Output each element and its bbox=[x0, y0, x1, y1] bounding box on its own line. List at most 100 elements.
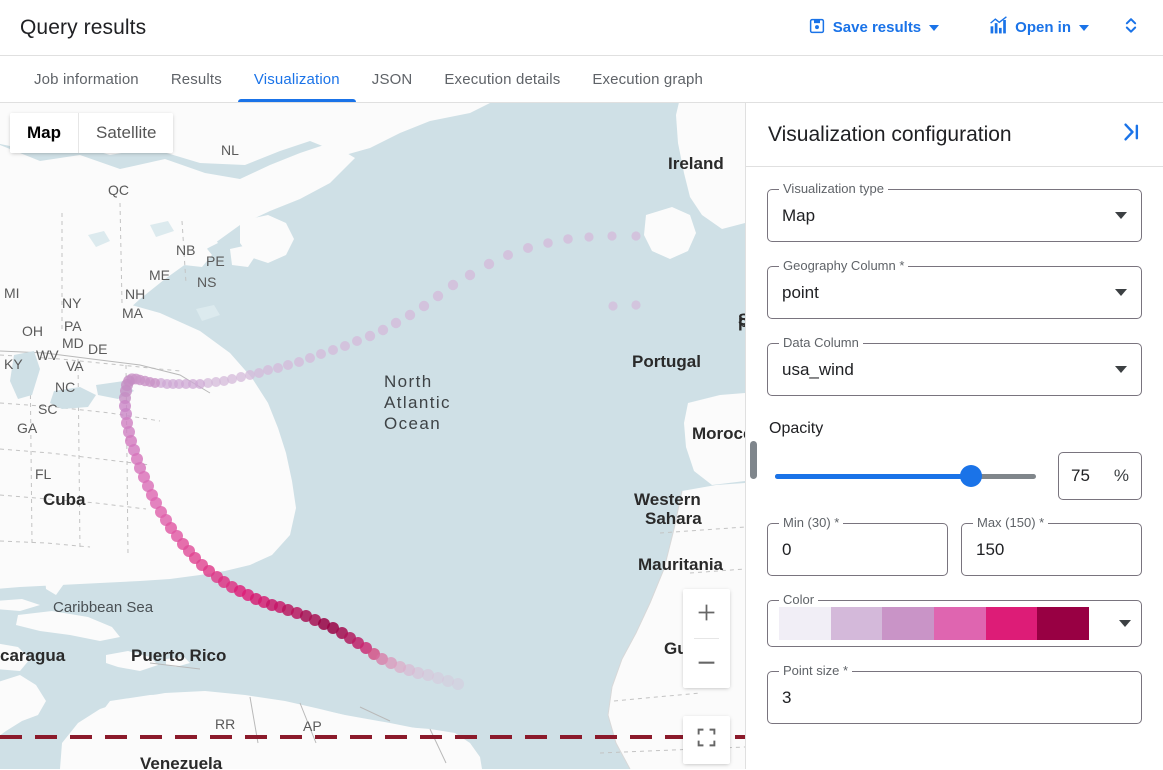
plus-icon bbox=[696, 602, 717, 626]
chevron-down-icon bbox=[1115, 366, 1127, 373]
chevron-down-icon bbox=[929, 24, 940, 31]
data-column-value: usa_wind bbox=[782, 359, 854, 379]
min-input[interactable]: Min (30) * 0 bbox=[767, 516, 948, 576]
map-canvas[interactable]: NL QC NB PE NS ME NH MA NY MI OH PA MD D… bbox=[0, 103, 745, 769]
tab-visualization[interactable]: Visualization bbox=[237, 56, 356, 102]
data-column-select[interactable]: Data Column usa_wind bbox=[767, 336, 1142, 396]
opacity-slider[interactable] bbox=[775, 465, 1036, 487]
svg-text:Portugal: Portugal bbox=[632, 352, 701, 371]
minus-icon bbox=[696, 652, 717, 676]
color-swatch-1 bbox=[779, 607, 831, 640]
svg-text:Venezuela: Venezuela bbox=[140, 754, 223, 769]
tab-execution-graph[interactable]: Execution graph bbox=[592, 70, 704, 88]
tab-results[interactable]: Results bbox=[170, 70, 222, 88]
header-actions: Save results Open in bbox=[798, 9, 1149, 46]
svg-text:Ireland: Ireland bbox=[668, 154, 724, 173]
svg-text:OH: OH bbox=[22, 323, 43, 339]
opacity-unit: % bbox=[1113, 466, 1129, 485]
tab-job-information[interactable]: Job information bbox=[34, 70, 139, 88]
panel-scrollbar[interactable] bbox=[750, 441, 757, 479]
max-label: Max (150) * bbox=[973, 516, 1049, 530]
unfold-more-icon bbox=[1121, 15, 1141, 40]
svg-text:NH: NH bbox=[125, 286, 145, 302]
svg-text:NL: NL bbox=[221, 142, 239, 158]
svg-text:MI: MI bbox=[4, 285, 20, 301]
svg-text:KY: KY bbox=[4, 356, 23, 372]
opacity-value: 75 bbox=[1071, 466, 1090, 485]
min-max-row: Min (30) * 0 Max (150) * 150 bbox=[767, 516, 1142, 600]
svg-text:VA: VA bbox=[66, 358, 84, 374]
color-palette-select[interactable]: Color bbox=[767, 593, 1142, 647]
page-header: Query results Save results bbox=[0, 0, 1163, 56]
open-in-button[interactable]: Open in bbox=[979, 9, 1099, 46]
opacity-value-input[interactable]: 75 % bbox=[1058, 452, 1142, 500]
svg-text:MD: MD bbox=[62, 335, 84, 351]
visualization-type-label: Visualization type bbox=[779, 182, 888, 196]
color-swatch-2 bbox=[830, 607, 883, 640]
point-size-label: Point size * bbox=[779, 664, 853, 678]
opacity-control-row: 75 % bbox=[767, 452, 1142, 500]
svg-text:NS: NS bbox=[197, 274, 216, 290]
map-graphic: NL QC NB PE NS ME NH MA NY MI OH PA MD D… bbox=[0, 103, 745, 769]
zoom-in-button[interactable] bbox=[683, 589, 730, 638]
analytics-chart-icon bbox=[989, 16, 1008, 39]
svg-text:Puerto Rico: Puerto Rico bbox=[131, 646, 226, 665]
svg-text:RR: RR bbox=[215, 716, 235, 732]
svg-text:SC: SC bbox=[38, 401, 57, 417]
tab-execution-details[interactable]: Execution details bbox=[444, 70, 561, 88]
fullscreen-icon bbox=[696, 727, 717, 753]
min-value: 0 bbox=[782, 539, 792, 559]
chevron-down-icon bbox=[1115, 212, 1127, 219]
tab-bar: Job information Results Visualization JS… bbox=[0, 56, 1163, 103]
expand-collapse-button[interactable] bbox=[1113, 10, 1149, 46]
map-type-toggle: Map Satellite bbox=[10, 113, 174, 153]
chevron-down-icon bbox=[1079, 24, 1089, 31]
svg-text:WV: WV bbox=[36, 347, 59, 363]
opacity-label: Opacity bbox=[769, 420, 824, 437]
svg-text:North: North bbox=[384, 372, 433, 391]
svg-text:p: p bbox=[738, 312, 745, 331]
config-panel-body: Visualization type Map Geography Column … bbox=[746, 167, 1163, 724]
svg-text:Ocean: Ocean bbox=[384, 414, 441, 433]
fullscreen-button[interactable] bbox=[683, 716, 730, 764]
zoom-out-button[interactable] bbox=[683, 639, 730, 688]
collapse-panel-button[interactable] bbox=[1115, 118, 1149, 152]
collapse-panel-right-icon bbox=[1121, 121, 1143, 148]
max-value: 150 bbox=[976, 539, 1005, 559]
save-results-label: Save results bbox=[832, 19, 922, 36]
point-size-input[interactable]: Point size * 3 bbox=[767, 664, 1142, 724]
tab-json[interactable]: JSON bbox=[371, 70, 413, 88]
page-title: Query results bbox=[20, 15, 147, 39]
geography-column-select[interactable]: Geography Column * point bbox=[767, 259, 1142, 319]
color-palette-swatches bbox=[779, 607, 1090, 640]
map-type-map-button[interactable]: Map bbox=[10, 113, 79, 153]
save-disk-icon bbox=[808, 17, 826, 39]
chevron-down-icon bbox=[1119, 620, 1131, 627]
svg-text:PE: PE bbox=[206, 253, 225, 269]
svg-text:Sahara: Sahara bbox=[645, 509, 702, 528]
svg-text:NC: NC bbox=[55, 379, 75, 395]
open-in-label: Open in bbox=[1015, 19, 1071, 36]
svg-text:Mauritania: Mauritania bbox=[638, 555, 724, 574]
svg-text:GA: GA bbox=[17, 420, 38, 436]
max-input[interactable]: Max (150) * 150 bbox=[961, 516, 1142, 576]
color-label: Color bbox=[779, 593, 819, 607]
opacity-slider-thumb[interactable] bbox=[959, 465, 982, 487]
save-results-button[interactable]: Save results bbox=[798, 10, 949, 46]
svg-text:S: S bbox=[738, 310, 745, 329]
config-panel-header: Visualization configuration bbox=[746, 103, 1163, 167]
geography-column-label: Geography Column * bbox=[779, 259, 909, 273]
svg-text:DE: DE bbox=[88, 341, 107, 357]
svg-text:Atlantic: Atlantic bbox=[384, 393, 451, 412]
svg-text:MA: MA bbox=[122, 305, 144, 321]
zoom-divider bbox=[694, 638, 719, 639]
point-size-value: 3 bbox=[782, 687, 792, 707]
svg-text:QC: QC bbox=[108, 182, 129, 198]
map-type-satellite-button[interactable]: Satellite bbox=[79, 113, 174, 153]
svg-text:Cuba: Cuba bbox=[43, 490, 86, 509]
svg-text:PA: PA bbox=[64, 318, 82, 334]
visualization-type-select[interactable]: Visualization type Map bbox=[767, 182, 1142, 242]
min-label: Min (30) * bbox=[779, 516, 844, 530]
svg-text:Caribbean Sea: Caribbean Sea bbox=[53, 599, 154, 616]
color-swatch-6 bbox=[1037, 607, 1090, 640]
